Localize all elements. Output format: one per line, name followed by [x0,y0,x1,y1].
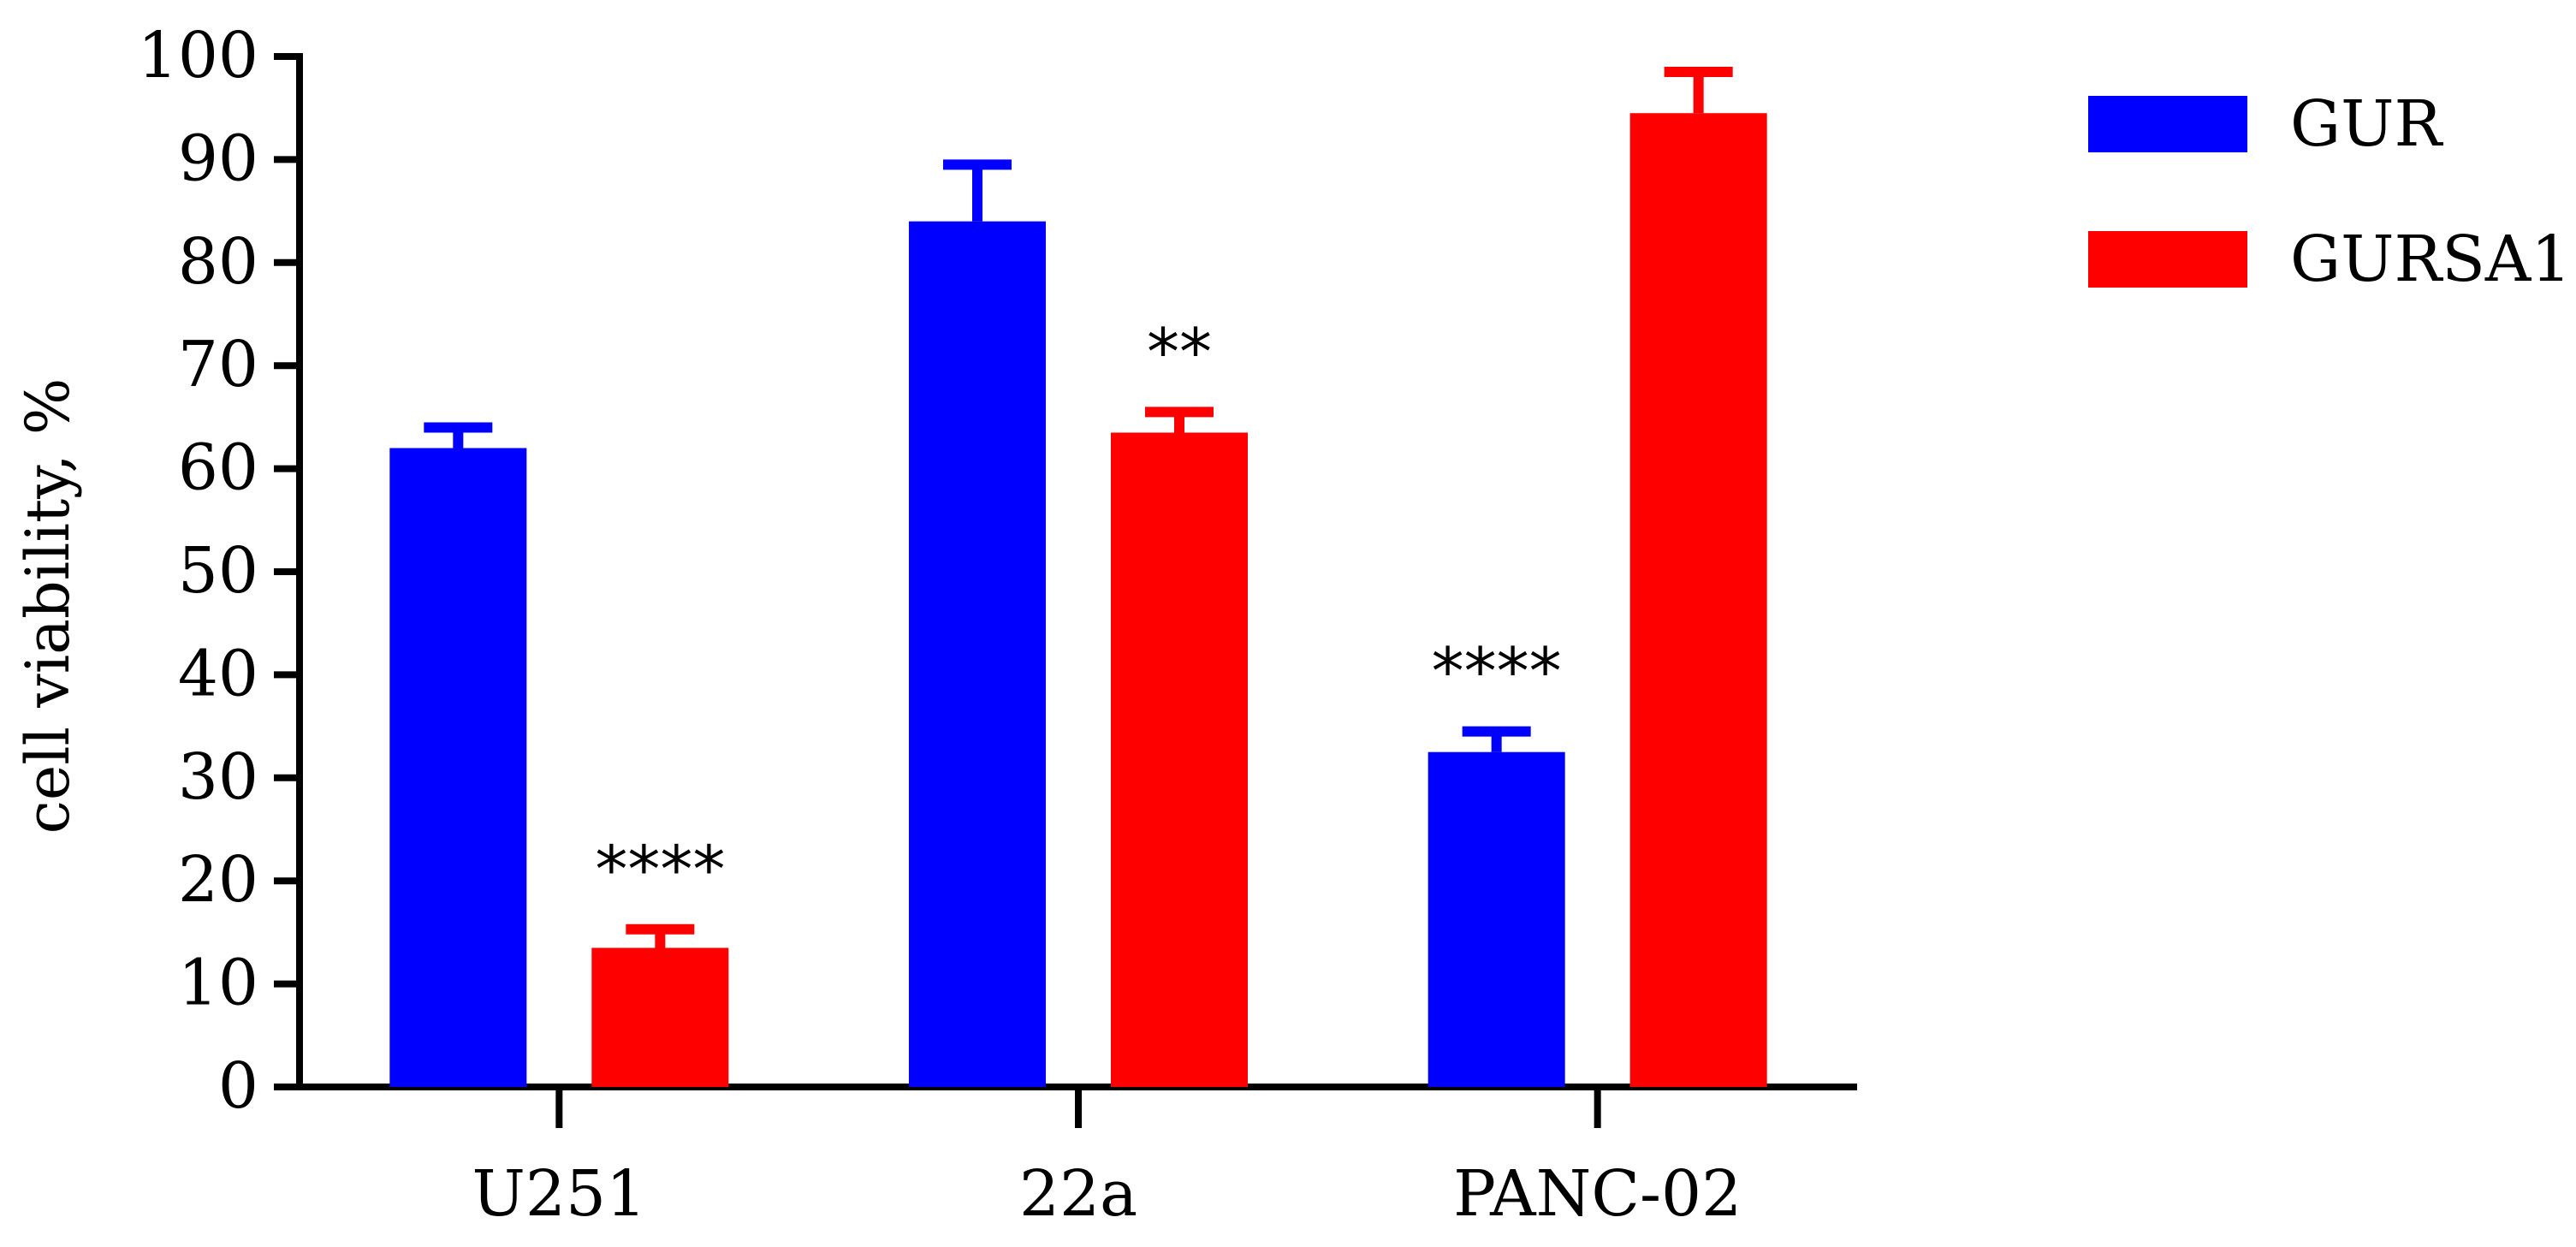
significance-label: **** [1432,633,1562,710]
axes: 0 10 20 30 40 50 60 70 80 90 100 U251 22a PANC-02 [138,19,1857,1231]
y-tick-label: 80 [178,225,258,299]
y-axis-title: cell viability, % [13,378,83,834]
y-tick-label: 20 [178,843,258,917]
significance-label: ** [1147,313,1212,389]
y-tick-label: 40 [178,637,258,710]
bar-gursa1-panc-02 [1629,113,1767,1088]
legend: GUR GURSA1 [2088,87,2571,296]
y-tick-label: 90 [178,122,258,195]
y-tick-label: 50 [178,534,258,608]
x-tick-label: U251 [472,1157,647,1231]
legend-label-gursa1: GURSA1 [2290,223,2571,296]
bars [389,67,1767,1088]
y-tick-label: 100 [138,19,258,92]
legend-label-gur: GUR [2290,87,2443,161]
bar-gursa1-22a [1111,432,1248,1088]
y-tick-label: 30 [178,740,258,814]
significance-label: **** [595,831,725,907]
legend-swatch-gur [2088,96,2247,152]
y-tick-label: 60 [178,431,258,505]
bar-gur-u251 [389,448,527,1087]
x-tick-label: PANC-02 [1453,1157,1742,1231]
bar-gursa1-u251 [591,947,729,1087]
legend-swatch-gursa1 [2088,231,2247,288]
bar-gur-panc-02 [1427,751,1565,1087]
x-tick-label: 22a [1019,1157,1137,1231]
significance-annotations: ********** [595,313,1561,906]
y-tick-label: 70 [178,328,258,401]
y-tick-label: 0 [218,1049,258,1123]
y-tick-label: 10 [178,947,258,1020]
bar-gur-22a [909,221,1046,1087]
